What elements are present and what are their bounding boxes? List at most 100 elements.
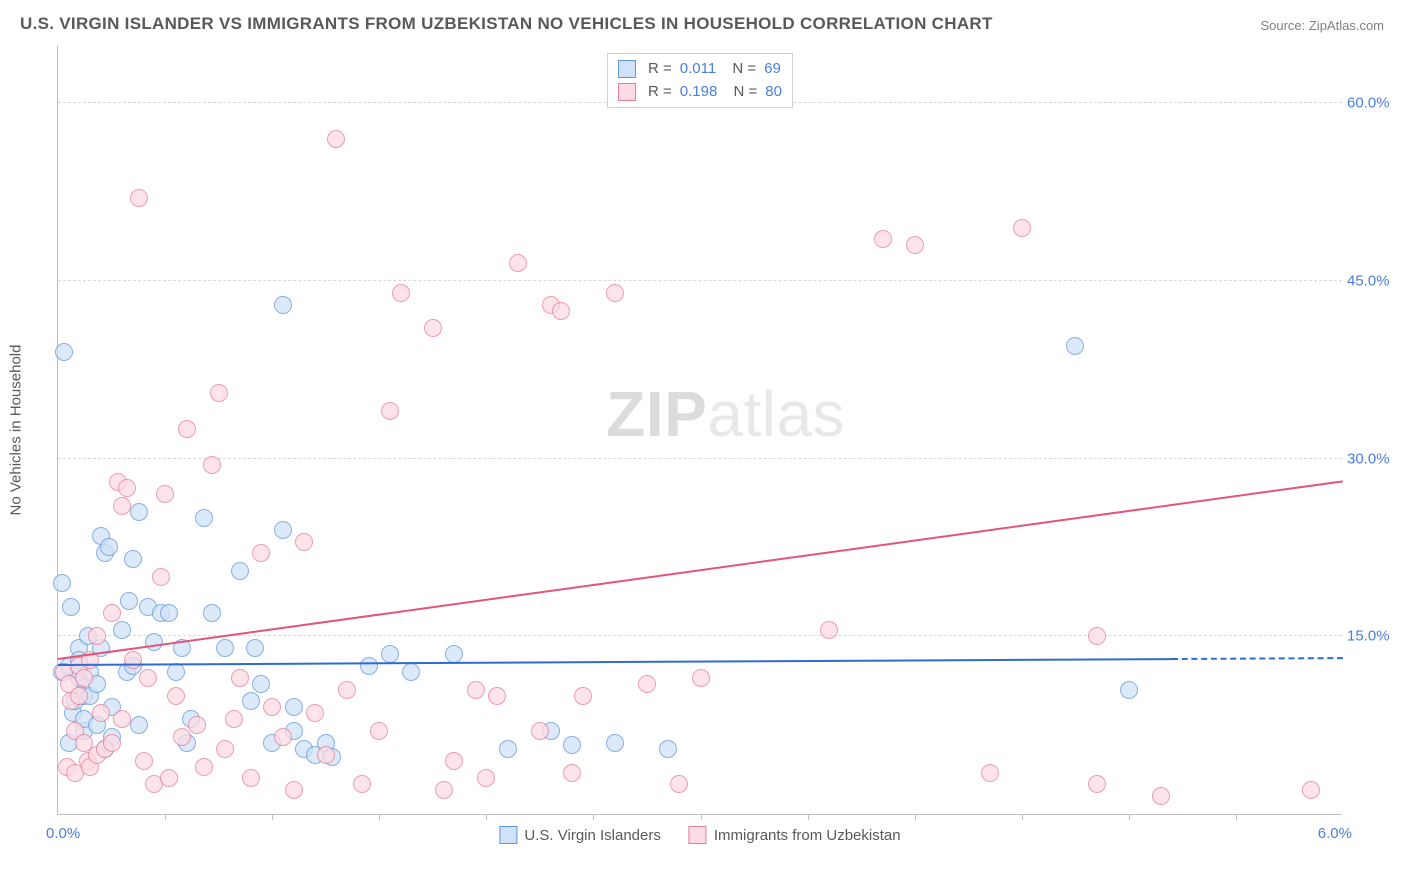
scatter-point-uzb <box>156 485 174 503</box>
scatter-point-usvi <box>252 675 270 693</box>
scatter-point-usvi <box>113 621 131 639</box>
y-tick-label: 15.0% <box>1347 628 1402 645</box>
scatter-point-uzb <box>92 704 110 722</box>
x-tick <box>272 814 273 820</box>
scatter-point-uzb <box>1152 787 1170 805</box>
scatter-point-uzb <box>139 669 157 687</box>
y-axis-label: No Vehicles in Household <box>8 344 25 515</box>
scatter-point-usvi <box>145 633 163 651</box>
scatter-point-uzb <box>435 781 453 799</box>
scatter-point-uzb <box>327 130 345 148</box>
x-tick <box>701 814 702 820</box>
scatter-point-usvi <box>195 509 213 527</box>
scatter-point-uzb <box>424 319 442 337</box>
scatter-point-uzb <box>242 769 260 787</box>
x-tick <box>379 814 380 820</box>
legend-swatch-uzb <box>689 826 707 844</box>
scatter-point-usvi <box>563 736 581 754</box>
y-tick-label: 60.0% <box>1347 95 1402 112</box>
scatter-point-usvi <box>124 550 142 568</box>
scatter-point-usvi <box>1066 337 1084 355</box>
scatter-point-uzb <box>216 740 234 758</box>
scatter-point-usvi <box>130 503 148 521</box>
scatter-point-uzb <box>670 775 688 793</box>
stats-row-uzb: R =0.198 N =80 <box>618 81 782 104</box>
x-axis-max-label: 6.0% <box>1318 825 1352 842</box>
scatter-point-uzb <box>124 651 142 669</box>
x-tick <box>915 814 916 820</box>
x-axis-min-label: 0.0% <box>46 825 80 842</box>
scatter-point-uzb <box>353 775 371 793</box>
scatter-point-uzb <box>295 533 313 551</box>
x-tick <box>1129 814 1130 820</box>
scatter-point-uzb <box>1088 775 1106 793</box>
scatter-point-uzb <box>638 675 656 693</box>
scatter-point-uzb <box>1088 627 1106 645</box>
gridline: 15.0% <box>58 635 1342 636</box>
scatter-point-uzb <box>167 687 185 705</box>
scatter-point-uzb <box>820 621 838 639</box>
scatter-point-usvi <box>360 657 378 675</box>
scatter-point-uzb <box>113 497 131 515</box>
scatter-point-uzb <box>75 669 93 687</box>
scatter-point-usvi <box>53 574 71 592</box>
stats-swatch-uzb <box>618 83 636 101</box>
scatter-point-uzb <box>317 746 335 764</box>
scatter-point-usvi <box>242 692 260 710</box>
scatter-point-usvi <box>231 562 249 580</box>
scatter-point-uzb <box>692 669 710 687</box>
scatter-point-uzb <box>381 402 399 420</box>
gridline: 30.0% <box>58 458 1342 459</box>
x-tick <box>486 814 487 820</box>
scatter-point-usvi <box>445 645 463 663</box>
scatter-point-uzb <box>160 769 178 787</box>
legend-swatch-usvi <box>499 826 517 844</box>
scatter-point-usvi <box>203 604 221 622</box>
scatter-point-uzb <box>130 189 148 207</box>
scatter-point-uzb <box>178 420 196 438</box>
scatter-point-uzb <box>467 681 485 699</box>
source-attribution: Source: ZipAtlas.com <box>1260 18 1384 33</box>
scatter-point-uzb <box>1013 219 1031 237</box>
scatter-point-uzb <box>188 716 206 734</box>
scatter-point-usvi <box>381 645 399 663</box>
x-tick <box>1236 814 1237 820</box>
y-tick-label: 30.0% <box>1347 450 1402 467</box>
scatter-point-uzb <box>981 764 999 782</box>
scatter-point-uzb <box>306 704 324 722</box>
scatter-point-uzb <box>370 722 388 740</box>
scatter-point-usvi <box>216 639 234 657</box>
scatter-point-usvi <box>402 663 420 681</box>
correlation-stats-box: R =0.011 N =69 R =0.198 N =80 <box>607 53 793 108</box>
scatter-point-uzb <box>392 284 410 302</box>
scatter-point-uzb <box>574 687 592 705</box>
scatter-point-uzb <box>552 302 570 320</box>
scatter-point-usvi <box>120 592 138 610</box>
scatter-point-uzb <box>874 230 892 248</box>
stats-swatch-usvi <box>618 60 636 78</box>
scatter-point-usvi <box>274 521 292 539</box>
legend-label-uzb: Immigrants from Uzbekistan <box>714 827 901 844</box>
stats-row-usvi: R =0.011 N =69 <box>618 58 782 81</box>
scatter-point-uzb <box>103 734 121 752</box>
scatter-point-uzb <box>103 604 121 622</box>
scatter-point-uzb <box>338 681 356 699</box>
scatter-point-uzb <box>488 687 506 705</box>
scatter-point-usvi <box>285 698 303 716</box>
scatter-point-uzb <box>152 568 170 586</box>
scatter-point-usvi <box>160 604 178 622</box>
scatter-point-usvi <box>100 538 118 556</box>
scatter-point-uzb <box>195 758 213 776</box>
scatter-point-usvi <box>499 740 517 758</box>
legend-item-usvi: U.S. Virgin Islanders <box>499 826 660 844</box>
scatter-point-uzb <box>210 384 228 402</box>
scatter-point-uzb <box>263 698 281 716</box>
scatter-point-uzb <box>445 752 463 770</box>
scatter-point-usvi <box>606 734 624 752</box>
scatter-point-usvi <box>55 343 73 361</box>
scatter-point-uzb <box>225 710 243 728</box>
scatter-point-uzb <box>173 728 191 746</box>
watermark: ZIPatlas <box>606 377 845 451</box>
scatter-point-uzb <box>88 627 106 645</box>
trend-line <box>1172 657 1343 660</box>
